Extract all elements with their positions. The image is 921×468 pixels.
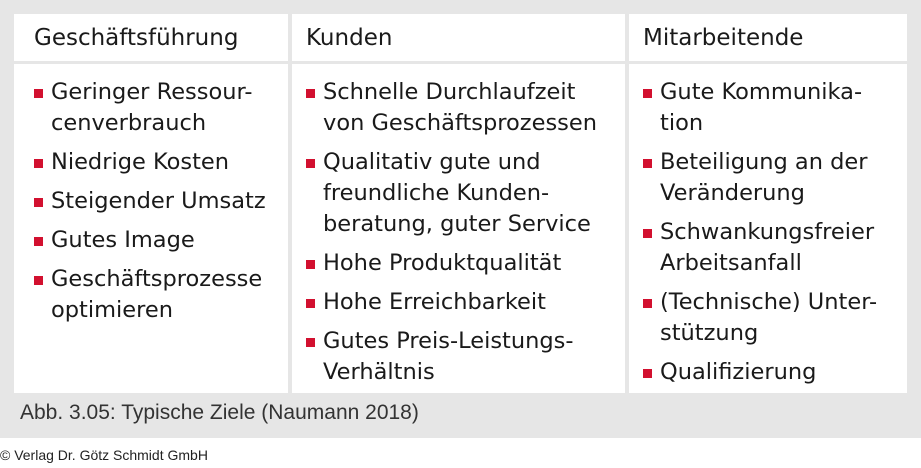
list-item: Qualifizierung: [643, 357, 907, 388]
list-item-text: Hohe Produktqualität: [323, 250, 562, 276]
bullet-square-icon: [34, 237, 43, 246]
list-item-text: Gutes Preis-Leistungs- Verhältnis: [323, 328, 574, 385]
figure-caption: Abb. 3.05: Typische Ziele (Naumann 2018): [20, 401, 419, 424]
list-item-text: Geringer Ressour- cenverbrauch: [51, 79, 253, 136]
bullet-square-icon: [34, 89, 43, 98]
list-item: Gutes Preis-Leistungs- Verhältnis: [306, 326, 625, 388]
list-item: Hohe Produktqualität: [306, 248, 625, 279]
list-item-text: Gutes Image: [51, 227, 195, 253]
list-item-text: Beteiligung an der Veränderung: [660, 149, 868, 206]
bullet-square-icon: [34, 159, 43, 168]
list-item: Niedrige Kosten: [34, 147, 288, 178]
list-item: Gutes Image: [34, 225, 288, 256]
goals-table: Geschäftsführung Geringer Ressour- cenve…: [14, 14, 907, 393]
goal-list: Geringer Ressour- cenverbrauch Niedrige …: [14, 64, 288, 326]
copyright-notice: © Verlag Dr. Götz Schmidt GmbH: [0, 447, 208, 463]
list-item-text: Hohe Erreichbarkeit: [323, 289, 546, 315]
column-header: Mitarbeitende: [629, 14, 907, 64]
bullet-square-icon: [643, 159, 652, 168]
goal-list: Gute Kommunika- tion Beteiligung an der …: [629, 64, 907, 388]
list-item: Schnelle Durchlaufzeit von Geschäftsproz…: [306, 77, 625, 139]
list-item-text: Geschäftsprozesse optimieren: [51, 266, 263, 323]
list-item-text: Schwankungsfreier Arbeitsanfall: [660, 219, 875, 276]
bullet-square-icon: [306, 260, 315, 269]
goal-list: Schnelle Durchlaufzeit von Geschäftsproz…: [292, 64, 625, 388]
list-item: Steigender Umsatz: [34, 186, 288, 217]
list-item: Hohe Erreichbarkeit: [306, 287, 625, 318]
column-header: Geschäftsführung: [14, 14, 288, 64]
bullet-square-icon: [34, 198, 43, 207]
list-item-text: Steigender Umsatz: [51, 188, 266, 214]
list-item-text: (Technische) Unter- stützung: [660, 289, 878, 346]
list-item-text: Niedrige Kosten: [51, 149, 230, 175]
list-item: Qualitativ gute und freundliche Kunden- …: [306, 147, 625, 240]
list-item-text: Qualifizierung: [660, 359, 817, 385]
bullet-square-icon: [306, 299, 315, 308]
list-item: Gute Kommunika- tion: [643, 77, 907, 139]
column-kunden: Kunden Schnelle Durchlaufzeit von Geschä…: [292, 14, 625, 393]
column-header: Kunden: [292, 14, 625, 64]
bullet-square-icon: [643, 89, 652, 98]
bullet-square-icon: [643, 369, 652, 378]
list-item-text: Qualitativ gute und freundliche Kunden- …: [323, 149, 591, 237]
column-geschaeftsfuehrung: Geschäftsführung Geringer Ressour- cenve…: [14, 14, 288, 393]
bullet-square-icon: [643, 229, 652, 238]
list-item: Beteiligung an der Veränderung: [643, 147, 907, 209]
list-item-text: Schnelle Durchlaufzeit von Geschäftsproz…: [323, 79, 597, 136]
list-item: (Technische) Unter- stützung: [643, 287, 907, 349]
bullet-square-icon: [34, 276, 43, 285]
bullet-square-icon: [306, 89, 315, 98]
bullet-square-icon: [306, 159, 315, 168]
list-item: Schwankungsfreier Arbeitsanfall: [643, 217, 907, 279]
bullet-square-icon: [306, 338, 315, 347]
list-item: Geschäftsprozesse optimieren: [34, 264, 288, 326]
list-item-text: Gute Kommunika- tion: [660, 79, 863, 136]
list-item: Geringer Ressour- cenverbrauch: [34, 77, 288, 139]
figure-frame: Geschäftsführung Geringer Ressour- cenve…: [0, 0, 921, 438]
bullet-square-icon: [643, 299, 652, 308]
column-mitarbeitende: Mitarbeitende Gute Kommunika- tion Betei…: [629, 14, 907, 393]
